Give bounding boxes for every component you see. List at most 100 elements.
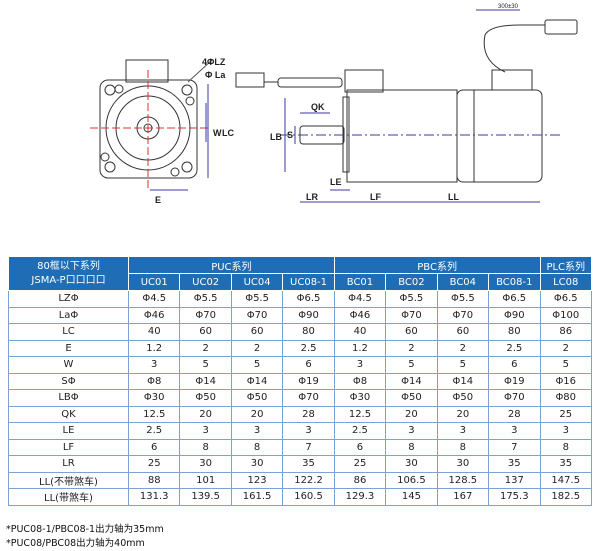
- table-cell: 40: [127, 323, 181, 341]
- table-cell: Φ90: [282, 306, 335, 324]
- table-cell: 3: [333, 356, 387, 374]
- table-cell: 2.5: [333, 422, 387, 440]
- table-cell: 60: [385, 323, 438, 341]
- table-cell: Φ5.5: [385, 290, 438, 308]
- group-puc: PUC系列: [128, 256, 335, 274]
- dim-w: W: [213, 128, 222, 138]
- row-label: LL(不带煞车): [8, 471, 129, 489]
- footnote-2: *PUC08/PBC08出力轴为40mm: [6, 538, 145, 549]
- table-cell: Φ50: [385, 389, 438, 407]
- table-cell: 1.2: [127, 339, 181, 357]
- table-cell: 5: [436, 356, 490, 374]
- side-view: [235, 9, 578, 203]
- table-cell: 8: [539, 438, 592, 456]
- table-row: LL(带煞车) 131.3 139.5 161.5 160.5 129.3 145 167 17…: [8, 488, 592, 506]
- table-cell: 60: [179, 323, 232, 341]
- row-label: QK: [8, 405, 129, 423]
- model-header: UC02: [179, 273, 232, 291]
- table-cell: Φ5.5: [436, 290, 490, 308]
- table-cell: 145: [385, 488, 438, 506]
- table-cell: Φ70: [488, 389, 541, 407]
- table-cell: 40: [333, 323, 387, 341]
- table-cell: 2: [179, 339, 232, 357]
- table-cell: 20: [230, 405, 284, 423]
- table-cell: 2: [539, 339, 592, 357]
- table-cell: 1.2: [333, 339, 387, 357]
- table-cell: Φ30: [127, 389, 181, 407]
- table-cell: 8: [230, 438, 284, 456]
- table-cell: 6: [282, 356, 335, 374]
- table-cell: Φ70: [436, 306, 490, 324]
- table-cell: Φ16: [539, 372, 592, 390]
- table-cell: 3: [282, 422, 335, 440]
- table-cell: 35: [488, 455, 541, 473]
- table-cell: Φ100: [539, 306, 592, 324]
- table-row: LE 2.5 3 3 3 2.5 3 3 3 3: [8, 422, 592, 440]
- model-header: BC02: [385, 273, 438, 291]
- table-cell: Φ6.5: [282, 290, 335, 308]
- table-cell: 12.5: [127, 405, 181, 423]
- table-cell: Φ5.5: [230, 290, 284, 308]
- footnote-1: *PUC08-1/PBC08-1出力轴为35mm: [6, 524, 164, 535]
- table-cell: 86: [333, 471, 387, 489]
- model-header: BC01: [333, 273, 387, 291]
- dim-lf: LF: [370, 192, 381, 202]
- dim-le: LE: [330, 177, 342, 187]
- group-pbc: PBC系列: [333, 256, 541, 274]
- table-cell: 3: [488, 422, 541, 440]
- row-label: E: [8, 339, 129, 357]
- dim-lz: 4ΦLZ: [202, 57, 226, 67]
- table-cell: 28: [282, 405, 335, 423]
- table-cell: 8: [436, 438, 490, 456]
- dim-lb: LB: [270, 132, 282, 142]
- table-cell: 25: [127, 455, 181, 473]
- row-label: LL(带煞车): [8, 488, 129, 506]
- table-cell: Φ70: [230, 306, 284, 324]
- row-label: LBΦ: [8, 389, 129, 407]
- table-cell: 2: [230, 339, 284, 357]
- table-cell: 80: [282, 323, 335, 341]
- table-cell: 3: [436, 422, 490, 440]
- table-cell: 3: [179, 422, 232, 440]
- table-cell: 25: [539, 405, 592, 423]
- table-cell: Φ8: [127, 372, 181, 390]
- row-label: LR: [8, 455, 129, 473]
- table-cell: 2.5: [282, 339, 335, 357]
- motor-dimension-drawing: 4ΦLZ Φ La W LC E QK LB S LE LR LF LL 300…: [90, 4, 578, 205]
- dim-ll: LL: [448, 192, 459, 202]
- dim-qk: QK: [311, 102, 325, 112]
- group-plc: PLC系列: [539, 256, 592, 274]
- table-cell: 20: [436, 405, 490, 423]
- table-cell: 6: [333, 438, 387, 456]
- table-cell: Φ50: [230, 389, 284, 407]
- table-cell: 139.5: [179, 488, 232, 506]
- table-cell: 182.5: [539, 488, 592, 506]
- table-cell: 147.5: [539, 471, 592, 489]
- table-row: QK 12.5 20 20 28 12.5 20 20 28 25: [8, 405, 592, 423]
- table-cell: 2: [436, 339, 490, 357]
- table-cell: 6: [488, 356, 541, 374]
- model-header: UC01: [127, 273, 181, 291]
- model-header: UC04: [230, 273, 284, 291]
- dim-cable-length: 300±30: [498, 4, 519, 10]
- table-cell: Φ19: [488, 372, 541, 390]
- table-corner-header: 80框以下系列 JSMA-P口口口口: [8, 256, 129, 291]
- table-cell: 25: [333, 455, 387, 473]
- table-cell: 2.5: [127, 422, 181, 440]
- table-row: LC 40 60 60 80 40 60 60 80 86: [8, 323, 592, 341]
- table-cell: 3: [385, 422, 438, 440]
- row-label: LE: [8, 422, 129, 440]
- table-cell: 88: [127, 471, 181, 489]
- table-cell: 28: [488, 405, 541, 423]
- row-label: LaΦ: [8, 306, 129, 324]
- table-cell: Φ70: [179, 306, 232, 324]
- table-cell: 80: [488, 323, 541, 341]
- model-header: UC08-1: [282, 273, 335, 291]
- table-cell: 5: [385, 356, 438, 374]
- row-label: LZΦ: [8, 290, 129, 308]
- table-cell: 7: [282, 438, 335, 456]
- table-row: LZΦ Φ4.5 Φ5.5 Φ5.5 Φ6.5 Φ4.5 Φ5.5 Φ5.5 Φ6.5 Φ6.5: [8, 290, 592, 308]
- table-cell: Φ14: [385, 372, 438, 390]
- table-cell: 8: [179, 438, 232, 456]
- table-cell: Φ4.5: [127, 290, 181, 308]
